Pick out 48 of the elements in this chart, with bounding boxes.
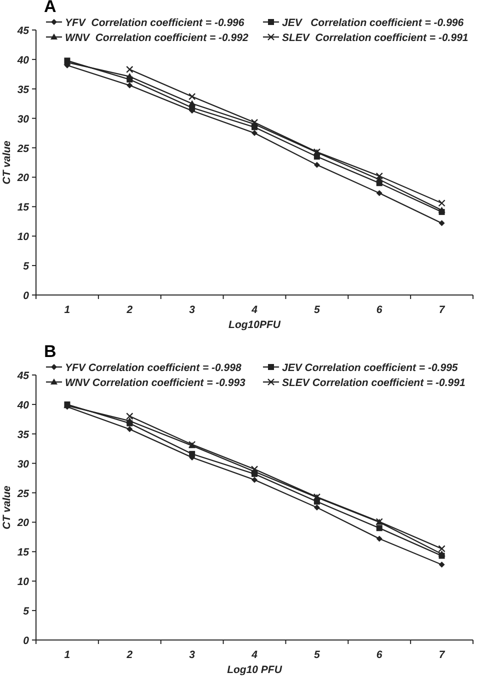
- y-tick-label: 20: [16, 517, 30, 530]
- legend-label: YFV Correlation coefficient = -0.996: [65, 17, 244, 29]
- x-tick-label: 1: [64, 304, 70, 316]
- y-tick-label: 45: [16, 370, 30, 382]
- y-tick-label: 40: [16, 54, 30, 66]
- x-tick-label: 6: [376, 304, 382, 316]
- chart-title: A: [44, 0, 56, 16]
- legend-label: YFV Correlation coefficient = -0.998: [65, 362, 242, 374]
- x-tick-label: 4: [250, 649, 258, 661]
- y-tick-label: 15: [17, 202, 30, 214]
- legend-label: SLEV Correlation coefficient = -0.991: [282, 32, 468, 44]
- y-tick-label: 25: [16, 142, 30, 155]
- x-tick-label: 6: [376, 649, 382, 661]
- x-tick-label: 3: [189, 304, 196, 316]
- y-tick-label: 0: [23, 635, 30, 647]
- y-tick-label: 35: [17, 84, 30, 96]
- y-tick-label: 40: [16, 399, 30, 412]
- x-tick-label: 5: [314, 304, 320, 316]
- x-tick-label: 2: [126, 649, 133, 661]
- legend-label: WNV Correlation coefficient = -0.992: [65, 32, 248, 44]
- x-tick-label: 4: [250, 304, 258, 316]
- chart-title: B: [44, 342, 56, 361]
- x-axis-title: Log10PFU: [228, 319, 281, 331]
- x-tick-label: 7: [438, 649, 446, 661]
- x-tick-label: 5: [314, 649, 320, 661]
- y-tick-label: 25: [16, 488, 30, 500]
- y-tick-label: 5: [23, 606, 30, 618]
- x-tick-label: 2: [126, 304, 133, 316]
- y-tick-label: 30: [17, 113, 30, 126]
- y-tick-label: 35: [17, 428, 30, 441]
- y-tick-label: 30: [17, 458, 30, 470]
- legend-label: WNV Correlation coefficient = -0.993: [65, 377, 246, 389]
- y-axis-title: CT value: [1, 140, 13, 184]
- y-tick-label: 20: [16, 172, 30, 184]
- y-tick-label: 5: [23, 260, 30, 273]
- x-axis-title: Log10 PFU: [227, 664, 282, 676]
- legend-label: SLEV Correlation coefficient = -0.991: [282, 377, 466, 389]
- x-tick-label: 1: [64, 649, 70, 661]
- y-tick-label: 10: [17, 231, 30, 244]
- y-axis-title: CT value: [1, 485, 13, 530]
- y-tick-label: 15: [17, 546, 30, 559]
- y-tick-label: 45: [16, 25, 30, 37]
- x-tick-label: 7: [438, 304, 446, 316]
- x-tick-label: 3: [189, 649, 196, 661]
- y-tick-label: 0: [23, 290, 30, 302]
- y-tick-label: 10: [17, 576, 30, 588]
- legend-label: JEV Correlation coefficient = -0.995: [282, 362, 458, 374]
- legend-label: JEV Correlation coefficient = -0.996: [282, 17, 464, 29]
